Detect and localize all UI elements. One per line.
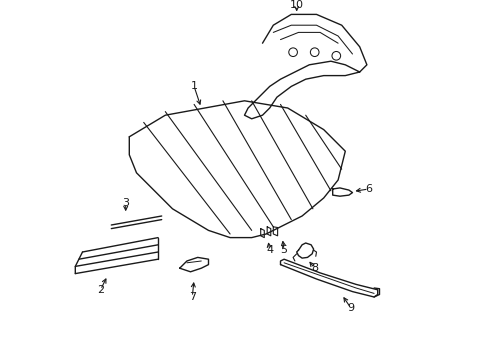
- Text: 7: 7: [188, 292, 196, 302]
- Text: 3: 3: [122, 198, 129, 208]
- Text: 4: 4: [265, 245, 273, 255]
- Text: 10: 10: [289, 0, 303, 10]
- Text: 8: 8: [310, 263, 318, 273]
- Text: 2: 2: [97, 285, 104, 295]
- Text: 5: 5: [280, 245, 287, 255]
- Text: 1: 1: [190, 81, 197, 91]
- Text: 6: 6: [365, 184, 371, 194]
- Text: 9: 9: [346, 303, 353, 313]
